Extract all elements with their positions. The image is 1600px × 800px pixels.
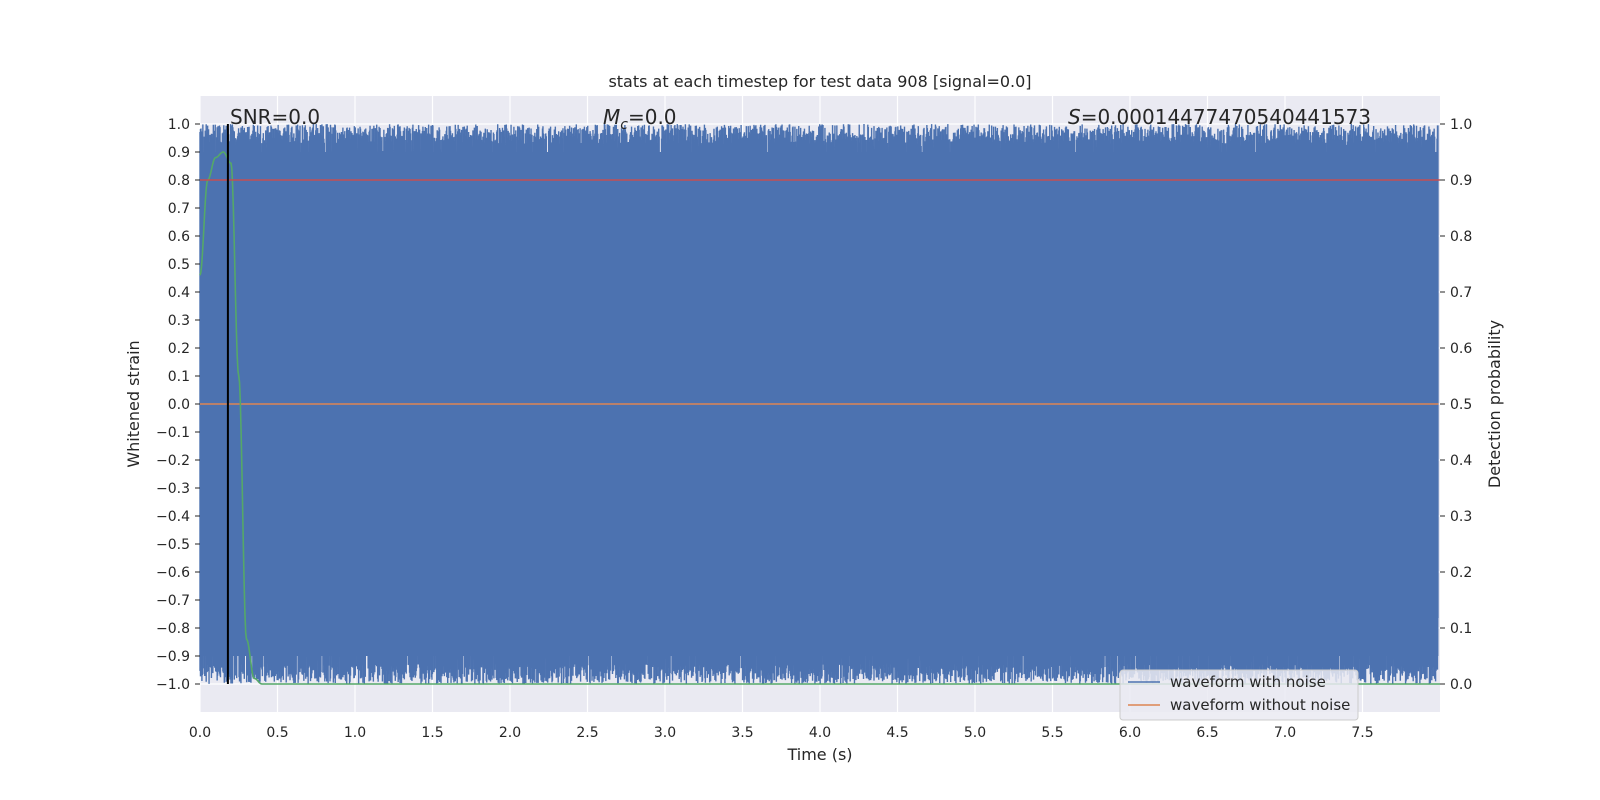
y-tick-label-left: 0.0: [168, 397, 190, 413]
s-annotation: S=0.00014477470540441573: [1068, 105, 1371, 129]
y-tick-label-left: −0.3: [156, 481, 190, 497]
ticks: 0.0 0.5 1.0 1.5 2.0 2.5 3.0 3.5 4.0 4.5 5.0 5.5 6.0 6…: [156, 117, 1472, 741]
y-tick-label-right: 0.0: [1450, 677, 1472, 693]
x-axis-label: Time (s): [786, 745, 852, 764]
y-tick-label-right: 1.0: [1450, 117, 1472, 133]
legend: waveform with noise waveform without noi…: [1119, 669, 1359, 721]
y-tick-label-left: 0.3: [168, 313, 190, 329]
y-tick-label-right: 0.1: [1450, 621, 1472, 637]
y-tick-label-left: 0.6: [168, 229, 190, 245]
y-tick-label-left: 0.4: [168, 285, 190, 301]
x-tick-label: 3.5: [731, 725, 753, 741]
y-tick-label-left: −0.9: [156, 649, 190, 665]
x-tick-label: 5.0: [964, 725, 986, 741]
detection-probability-line: [199, 151, 1440, 685]
snr-annotation: SNR=0.0: [230, 105, 320, 129]
y-tick-label-right: 0.8: [1450, 229, 1472, 245]
x-tick-label: 0.0: [189, 725, 211, 741]
y-tick-label-left: −0.4: [156, 509, 190, 525]
s-symbol: S: [1068, 105, 1081, 129]
x-tick-label: 1.5: [421, 725, 443, 741]
y-tick-label-right: 0.9: [1450, 173, 1472, 189]
legend-label-noise: waveform with noise: [1170, 673, 1326, 691]
series-lines: [199, 124, 1440, 685]
mc-symbol: M: [603, 105, 620, 129]
y-tick-label-left: −0.6: [156, 565, 190, 581]
mc-annotation: Mc=0.0: [603, 105, 677, 133]
x-tick-label: 0.5: [266, 725, 288, 741]
x-tick-label: 3.0: [654, 725, 676, 741]
y-tick-label-left: 0.1: [168, 369, 190, 385]
y-tick-label-left: 0.7: [168, 201, 190, 217]
y-tick-label-left: 0.9: [168, 145, 190, 161]
chart-title: stats at each timestep for test data 908…: [608, 72, 1031, 91]
y-tick-label-left: 0.2: [168, 341, 190, 357]
legend-box: [1119, 669, 1359, 721]
y-tick-label-left: 1.0: [168, 117, 190, 133]
y-axis-label-right: Detection probability: [1485, 320, 1504, 488]
y-tick-label-right: 0.5: [1450, 397, 1472, 413]
s-value: =0.00014477470540441573: [1081, 105, 1371, 129]
x-tick-label: 2.0: [499, 725, 521, 741]
y-tick-label-right: 0.4: [1450, 453, 1472, 469]
y-axis-label-left: Whitened strain: [124, 340, 143, 467]
legend-label-clean: waveform without noise: [1170, 696, 1350, 714]
y-tick-label-right: 0.3: [1450, 509, 1472, 525]
y-tick-label-left: 0.5: [168, 257, 190, 273]
x-tick-label: 4.5: [886, 725, 908, 741]
x-tick-label: 7.5: [1351, 725, 1373, 741]
x-tick-label: 1.0: [344, 725, 366, 741]
x-tick-label: 5.5: [1041, 725, 1063, 741]
x-tick-label: 6.0: [1119, 725, 1141, 741]
y-tick-label-left: −0.1: [156, 425, 190, 441]
y-tick-label-left: −0.5: [156, 537, 190, 553]
mc-value: =0.0: [628, 105, 677, 129]
y-tick-label-left: −0.2: [156, 453, 190, 469]
x-tick-label: 6.5: [1196, 725, 1218, 741]
mc-subscript: c: [620, 117, 628, 133]
y-tick-label-right: 0.6: [1450, 341, 1472, 357]
y-tick-label-left: −1.0: [156, 677, 190, 693]
x-tick-label: 4.0: [809, 725, 831, 741]
x-tick-label: 2.5: [576, 725, 598, 741]
y-tick-label-left: −0.7: [156, 593, 190, 609]
y-tick-label-right: 0.2: [1450, 565, 1472, 581]
y-tick-label-right: 0.7: [1450, 285, 1472, 301]
y-tick-label-left: −0.8: [156, 621, 190, 637]
x-tick-label: 7.0: [1274, 725, 1296, 741]
y-tick-label-left: 0.8: [168, 173, 190, 189]
